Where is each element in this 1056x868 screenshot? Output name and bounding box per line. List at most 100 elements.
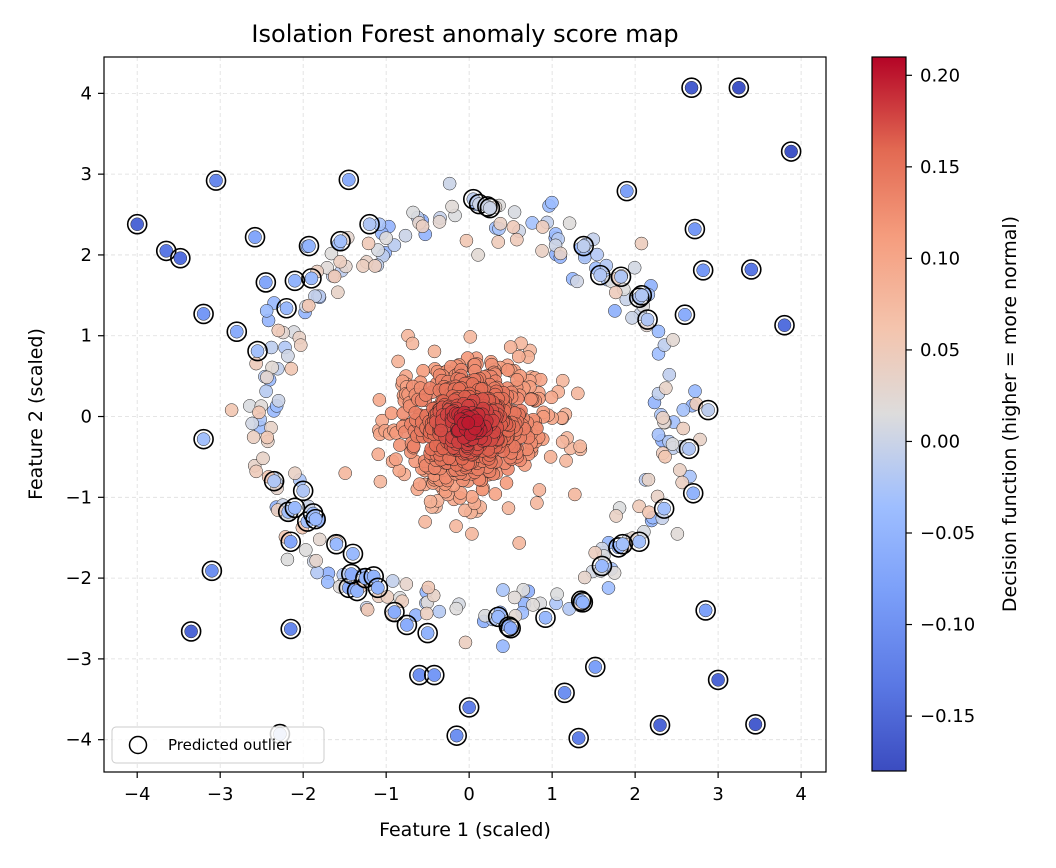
- ring-point: [516, 583, 531, 597]
- outlier-ring: [678, 438, 700, 460]
- core-point: [392, 463, 407, 478]
- ring-point: [445, 199, 459, 214]
- ring-point: [496, 639, 510, 653]
- ring-point: [642, 505, 656, 520]
- outlier-point: [748, 717, 763, 732]
- ring-point: [471, 248, 485, 262]
- outlier-ring: [728, 77, 750, 99]
- outlier-point: [593, 268, 608, 282]
- ring-point: [398, 228, 413, 243]
- ring-point: [545, 195, 559, 210]
- ring-point: [607, 566, 622, 580]
- outlier-ring: [205, 170, 227, 191]
- outlier-point: [283, 534, 298, 549]
- core-point: [384, 406, 399, 420]
- outlier-point: [503, 621, 518, 635]
- outlier-point: [333, 234, 348, 248]
- ring-point: [651, 324, 666, 339]
- core-point: [510, 373, 524, 387]
- ring-point: [264, 340, 279, 355]
- ring-point: [415, 219, 430, 234]
- outlier-point: [283, 622, 298, 636]
- outlier-ring: [155, 240, 177, 262]
- outlier-ring: [695, 600, 716, 621]
- ring-point: [577, 570, 592, 585]
- outlier-ring: [284, 270, 306, 292]
- outlier-ring: [396, 614, 418, 636]
- outlier-ring: [628, 287, 650, 309]
- outlier-ring: [780, 141, 802, 162]
- ring-point: [666, 333, 680, 347]
- ring-point: [249, 464, 263, 479]
- outlier-ring: [292, 480, 314, 502]
- colorbar-tick-label: 0.05: [920, 340, 960, 361]
- y-tick-label: −1: [65, 487, 92, 508]
- x-tick-label: 1: [546, 784, 557, 805]
- outlier-point: [632, 534, 647, 549]
- outlier-ring: [477, 196, 498, 217]
- outlier-point: [288, 501, 302, 515]
- outlier-point: [342, 173, 356, 187]
- ring-point: [670, 527, 685, 541]
- core-point: [555, 435, 570, 449]
- outlier-ring: [280, 618, 302, 640]
- y-tick-label: −3: [65, 649, 92, 670]
- core-point: [416, 364, 430, 378]
- core-point: [530, 496, 544, 510]
- ring-point: [371, 243, 385, 257]
- ring-point: [651, 428, 666, 442]
- outlier-ring: [498, 616, 520, 637]
- outlier-point: [698, 603, 713, 618]
- y-tick-label: 2: [81, 245, 92, 266]
- outlier-ring: [342, 543, 364, 565]
- outlier-ring: [367, 577, 389, 599]
- outlier-point: [209, 173, 223, 188]
- ring-point: [271, 323, 286, 338]
- ring-point: [458, 635, 473, 650]
- ring-point: [570, 274, 584, 289]
- outlier-point: [653, 718, 667, 732]
- outlier-ring: [568, 727, 589, 749]
- ring-point: [419, 606, 434, 621]
- ring-point: [659, 381, 673, 395]
- ring-point: [308, 289, 322, 303]
- outlier-ring: [674, 304, 696, 326]
- outlier-ring: [649, 714, 671, 736]
- ring-point: [553, 246, 568, 261]
- core-point: [571, 386, 585, 401]
- x-axis-ticks: −4 −3 −2 −1 0 1 2 3 4: [124, 772, 807, 805]
- outlier-ring: [745, 714, 766, 735]
- outlier-ring: [423, 664, 445, 686]
- outlier-point: [777, 318, 792, 332]
- ring-point: [360, 602, 375, 617]
- colorbar-tick-label: 0.00: [920, 431, 960, 452]
- outlier-point: [267, 474, 281, 488]
- colorbar-tick-label: 0.15: [920, 157, 960, 178]
- outlier-ring: [193, 428, 214, 450]
- ring-point: [284, 361, 299, 376]
- ring-point: [609, 509, 623, 523]
- outlier-point: [230, 324, 244, 339]
- core-point: [503, 340, 518, 354]
- core-point: [391, 354, 405, 369]
- outlier-point: [371, 581, 385, 595]
- ring-point: [256, 451, 270, 466]
- outlier-ring: [247, 340, 268, 362]
- outlier-ring: [628, 531, 650, 553]
- outlier-point: [279, 301, 294, 316]
- outlier-point: [296, 484, 310, 498]
- ring-point: [634, 236, 649, 251]
- outlier-ring: [612, 533, 633, 555]
- outlier-ring: [193, 303, 214, 325]
- colorbar-ticks: −0.15 −0.10 −0.05 0.00 0.05 0.10 0.15 0.20: [906, 65, 975, 727]
- outlier-ring: [305, 508, 326, 530]
- outlier-point: [344, 567, 359, 581]
- outlier-ring: [610, 266, 632, 288]
- chart-title: Isolation Forest anomaly score map: [251, 20, 678, 48]
- outlier-point: [159, 244, 173, 258]
- x-tick-label: −3: [207, 784, 234, 805]
- outlier-point: [538, 610, 553, 625]
- ring-point: [662, 367, 677, 382]
- outlier-point: [250, 344, 265, 358]
- ring-point: [676, 403, 691, 417]
